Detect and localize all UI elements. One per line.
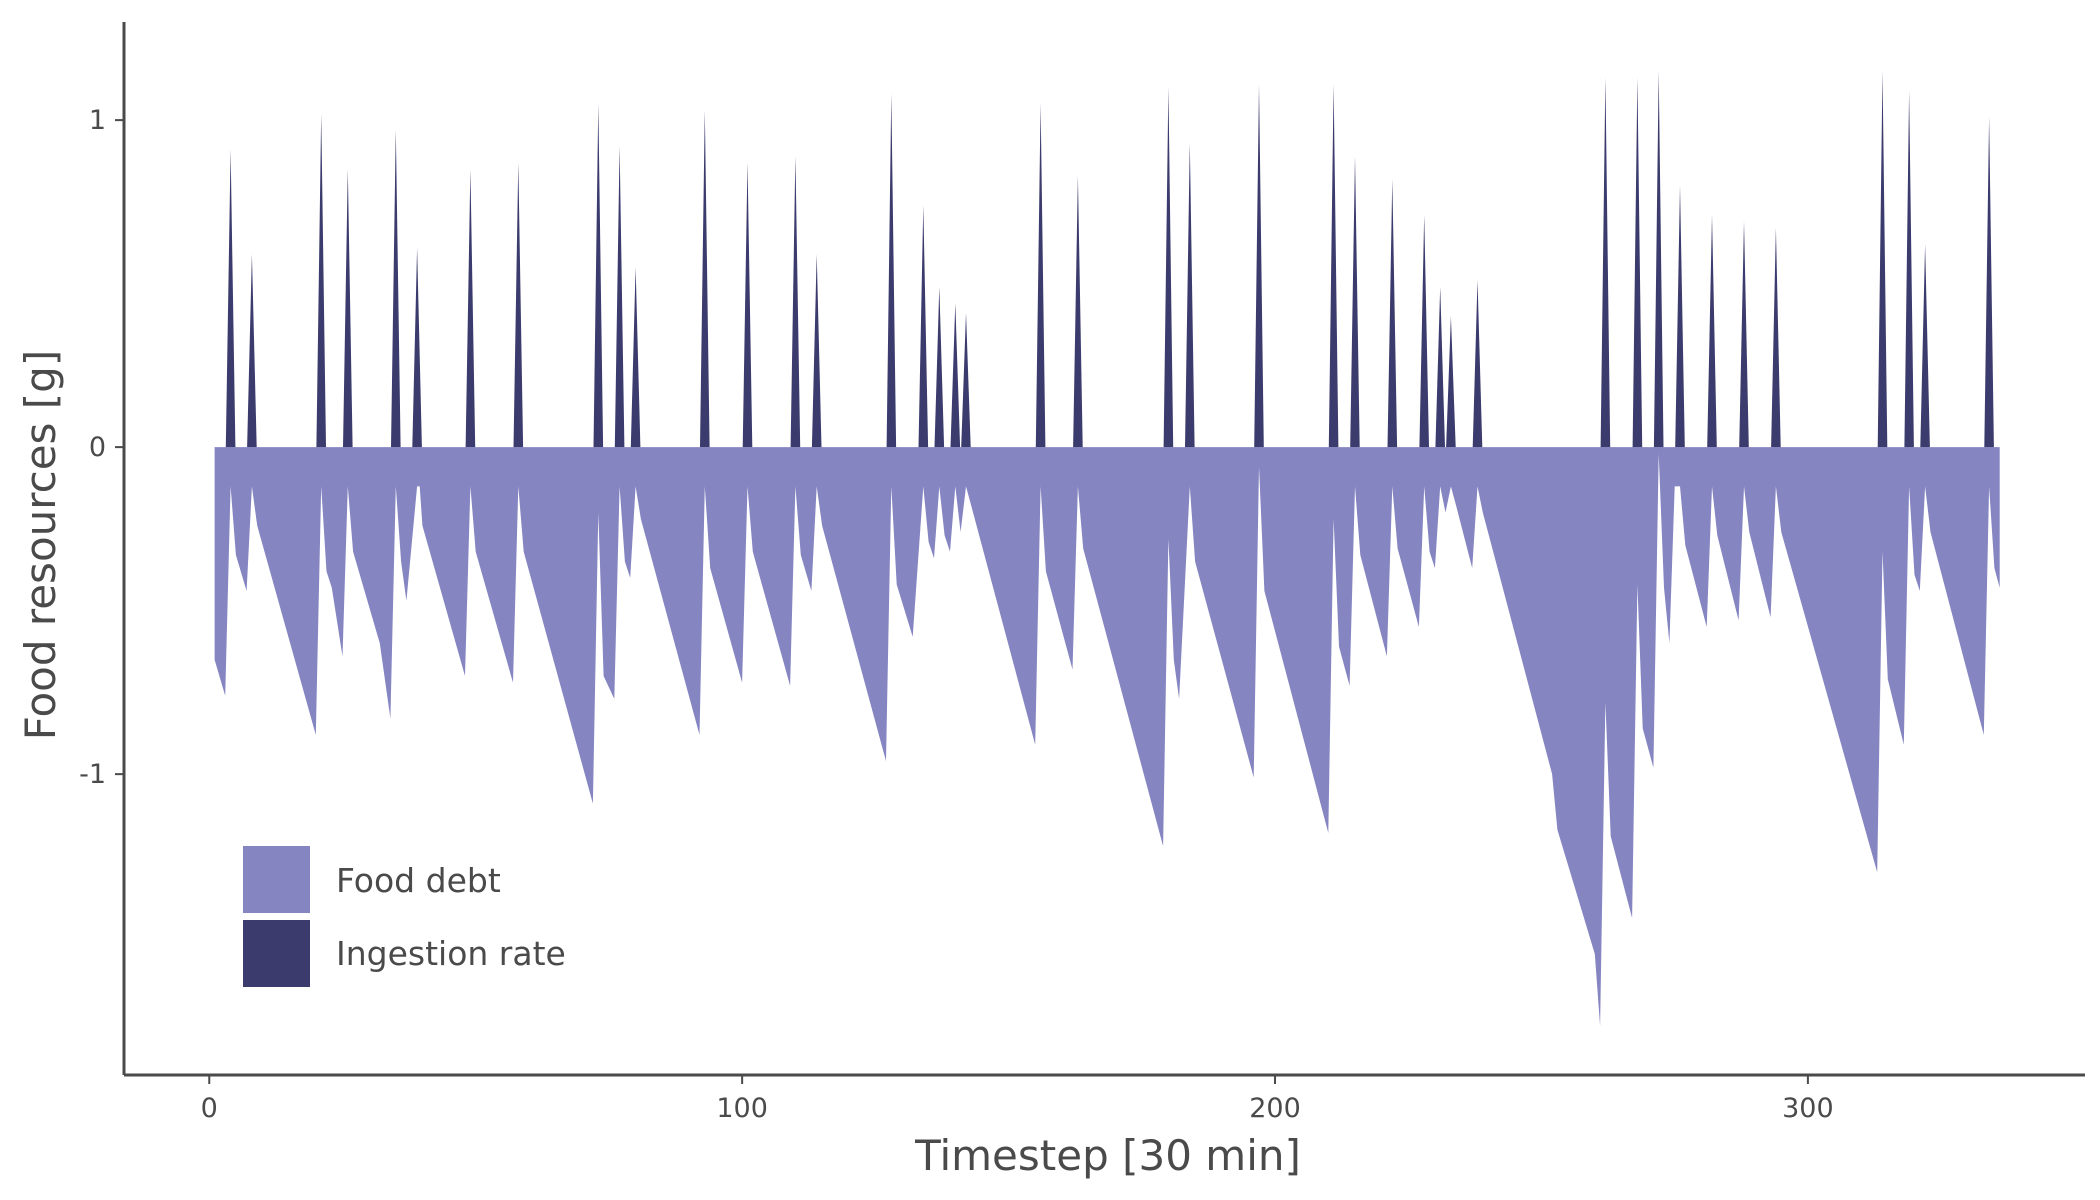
ingestion-spike	[391, 129, 401, 448]
legend-swatch-food-debt	[243, 846, 310, 913]
ingestion-spike	[700, 110, 710, 448]
ingestion-spike	[1163, 87, 1174, 448]
ingestion-spike	[1707, 214, 1717, 448]
ingestion-spike	[1675, 185, 1685, 448]
ingestion-spike	[886, 93, 897, 448]
x-tick-label: 0	[201, 1093, 218, 1124]
y-axis-title: Food resources [g]	[16, 350, 65, 740]
ingestion-spike	[1328, 84, 1339, 448]
ingestion-spike	[790, 156, 801, 448]
axes	[122, 22, 2085, 1077]
legend-label-food-debt: Food debt	[336, 861, 501, 900]
ingestion-spike	[1920, 244, 1930, 448]
ingestion-spike	[614, 146, 625, 448]
ingestion-spike	[247, 254, 257, 448]
x-tick-label: 300	[1782, 1093, 1834, 1124]
ingestion-spike	[1350, 156, 1360, 448]
ingestion-spike	[1877, 71, 1888, 448]
ingestion-spike	[918, 205, 929, 448]
ingestion-spike	[934, 286, 945, 448]
ingestion-spike	[1771, 228, 1781, 448]
ingestion-spike	[1185, 143, 1195, 448]
ingestion-spike	[950, 303, 961, 448]
ingestion-spike	[1653, 71, 1664, 448]
ingestion-spike	[1984, 116, 1994, 448]
ingestion-spike	[1904, 90, 1914, 448]
ingestion-spike	[811, 254, 822, 448]
legend: Food debt Ingestion rate	[243, 846, 566, 987]
ingestion-spike	[1446, 316, 1456, 448]
ingestion-spike	[465, 169, 476, 448]
ingestion-spike	[1419, 214, 1429, 448]
food-debt-area	[214, 447, 2000, 1026]
ingestion-spike	[1073, 175, 1083, 448]
y-axis-ticks: -1 0 1	[79, 105, 124, 790]
x-tick-label: 100	[716, 1093, 768, 1124]
ingestion-spike	[630, 267, 641, 448]
legend-swatch-ingestion-rate	[243, 920, 310, 987]
ingestion-spike	[412, 247, 422, 448]
ingestion-spike	[1739, 221, 1749, 448]
ingestion-spike	[225, 149, 236, 448]
ingestion-spike	[316, 113, 326, 448]
ingestion-spike	[1632, 77, 1643, 448]
y-tick-label: 0	[89, 432, 106, 463]
ingestion-spike	[742, 162, 753, 448]
x-tick-label: 200	[1249, 1093, 1301, 1124]
ingestion-spike	[961, 313, 971, 448]
ingestion-spike	[1035, 103, 1046, 448]
ingestion-spike	[1600, 77, 1611, 448]
ingestion-spike	[593, 103, 604, 448]
legend-label-ingestion-rate: Ingestion rate	[336, 934, 566, 973]
ingestion-spike	[343, 169, 353, 448]
y-tick-label: 1	[89, 105, 106, 136]
ingestion-spike	[1254, 84, 1264, 448]
y-tick-label: -1	[79, 759, 106, 790]
ingestion-spike	[1435, 286, 1445, 448]
ingestion-spike	[1387, 179, 1398, 448]
ingestion-spike	[513, 162, 524, 448]
x-axis-ticks: 0 100 200 300	[201, 1075, 1834, 1124]
x-axis-title: Timestep [30 min]	[914, 1131, 1301, 1180]
ingestion-spike	[1472, 280, 1483, 448]
plot-area	[214, 71, 2000, 1026]
